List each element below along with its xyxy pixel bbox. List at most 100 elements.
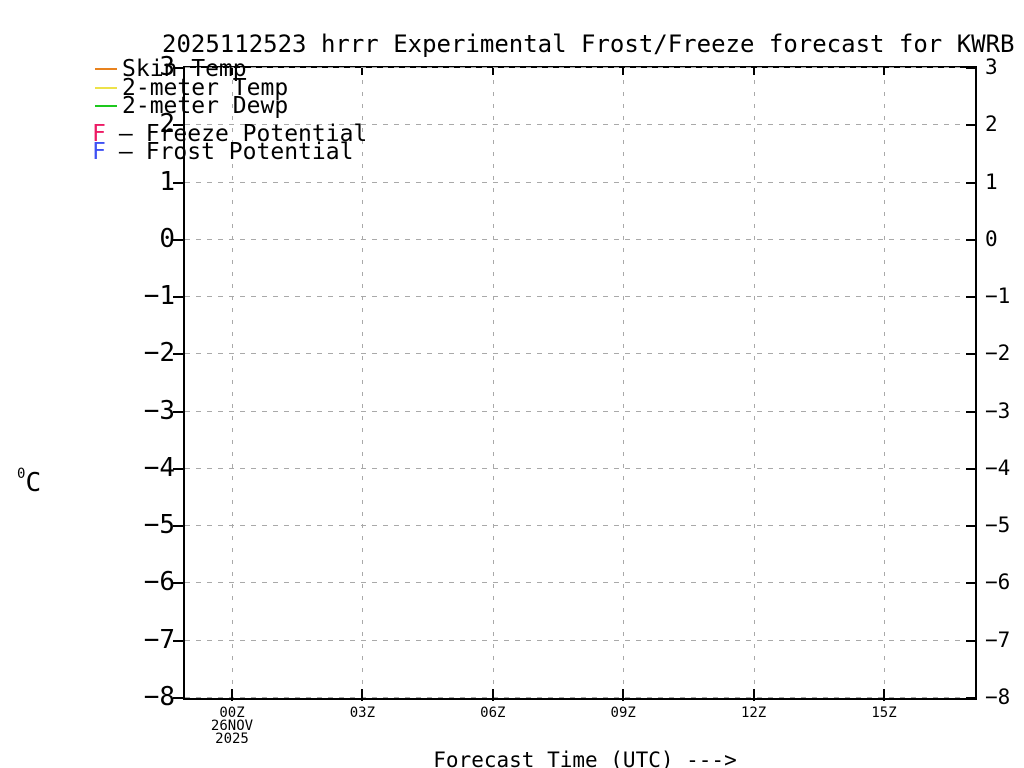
x-tick-top: [883, 68, 885, 75]
y-tick-right: [966, 67, 975, 69]
legend-item-2m-temp: 2-meter Temp: [95, 77, 288, 100]
y-tick-label-left: 3: [159, 52, 175, 82]
x-tick-sublabel: 2025: [215, 731, 249, 747]
y-tick-right: [966, 296, 975, 299]
x-gridline: [623, 68, 625, 698]
legend-separator: —: [118, 121, 133, 147]
plot-area: [173, 66, 977, 701]
x-tick-bottom: [361, 689, 364, 701]
x-tick-top: [491, 68, 494, 75]
y-gridline: [185, 582, 975, 584]
y-tick-label-left: −7: [143, 624, 175, 655]
y-tick-left: [173, 410, 183, 413]
x-tick-top: [361, 68, 364, 75]
y-tick-label-left: −4: [143, 452, 175, 483]
y-tick-left: [173, 238, 183, 241]
legend-item-freeze-potential: F — Freeze Potential: [92, 123, 367, 146]
legend-item-2m-dewp: 2-meter Dewp: [95, 95, 288, 118]
y-gridline: [185, 697, 975, 698]
y-tick-right: [966, 181, 975, 184]
y-tick-label-right: 1: [985, 169, 998, 194]
y-tick-label-left: −5: [143, 510, 175, 541]
y-tick-right: [966, 697, 975, 699]
legend-separator: —: [118, 139, 133, 165]
x-tick-label: 15Z: [871, 705, 897, 721]
y-tick-right: [966, 353, 975, 356]
y-tick-label-right: 0: [985, 226, 998, 251]
y-tick-label-left: −8: [143, 682, 175, 712]
y-tick-left: [173, 296, 183, 299]
legend-item-frost-potential: F — Frost Potential: [92, 141, 353, 164]
y-tick-left: [173, 353, 183, 356]
x-tick-label: 12Z: [740, 705, 767, 721]
x-gridline: [884, 68, 885, 698]
y-tick-right: [966, 525, 975, 528]
y-gridline: [185, 67, 975, 68]
y-tick-left: [173, 697, 183, 699]
legend-label: 2-meter Temp: [122, 75, 289, 101]
x-tick-label: 09Z: [610, 705, 636, 721]
2m-temp-line-swatch: [95, 87, 117, 89]
y-tick-label-left: 0: [159, 223, 175, 254]
y-tick-label-right: −1: [985, 284, 1011, 309]
y-tick-left: [173, 467, 183, 470]
legend-item-skin-temp: Skin Temp: [95, 58, 247, 81]
x-tick-bottom: [622, 689, 625, 701]
degree-sup: 0: [17, 466, 26, 482]
y-gridline: [185, 353, 975, 355]
y-tick-label-right: 3: [985, 55, 998, 79]
y-tick-label-left: −6: [143, 567, 175, 598]
y-tick-left: [173, 67, 183, 69]
y-gridline: [185, 181, 975, 183]
skin-temp-line-swatch: [95, 68, 117, 70]
y-tick-label-right: −7: [985, 627, 1011, 652]
unit-letter: C: [25, 468, 42, 498]
x-gridline: [753, 68, 755, 698]
x-tick-label: 03Z: [349, 705, 376, 721]
y-tick-label-right: −6: [985, 570, 1011, 595]
y-tick-right: [966, 238, 975, 241]
x-tick-top: [622, 68, 625, 75]
frost-potential-symbol: F: [92, 139, 106, 165]
y-tick-label-right: −8: [985, 685, 1011, 709]
y-tick-label-left: 2: [159, 109, 175, 140]
y-tick-label-right: 2: [985, 112, 998, 137]
legend-label: Skin Temp: [122, 56, 247, 82]
x-tick-sublabel: 26NOV: [210, 718, 254, 734]
y-tick-label-right: −5: [985, 513, 1011, 538]
y-tick-right: [966, 124, 975, 127]
legend-label: Freeze Potential: [145, 121, 368, 147]
x-tick-label: 06Z: [480, 705, 506, 721]
x-gridline: [232, 68, 233, 698]
x-tick-bottom: [491, 689, 494, 701]
x-tick-bottom: [231, 689, 233, 701]
x-tick-label: 00Z: [219, 705, 245, 721]
x-axis-caption: Forecast Time (UTC) --->: [433, 748, 737, 768]
y-gridline: [185, 639, 975, 641]
y-gridline: [185, 124, 975, 126]
2m-dewp-line-swatch: [95, 105, 117, 107]
y-tick-right: [966, 639, 975, 642]
y-gridline: [185, 238, 975, 240]
y-gridline: [185, 525, 975, 527]
legend-label: Frost Potential: [145, 139, 354, 165]
y-tick-right: [966, 410, 975, 413]
y-tick-left: [173, 124, 183, 127]
y-tick-left: [173, 525, 183, 528]
x-tick-top: [752, 68, 755, 75]
y-gridline: [185, 410, 975, 412]
y-axis-unit-label: 0C: [17, 467, 41, 498]
y-tick-right: [966, 467, 975, 470]
y-tick-left: [173, 639, 183, 642]
y-tick-left: [173, 181, 183, 184]
y-tick-right: [966, 582, 975, 585]
legend-label: 2-meter Dewp: [122, 93, 289, 119]
freeze-potential-symbol: F: [92, 121, 106, 147]
y-tick-label-left: −2: [143, 338, 175, 369]
y-gridline: [185, 467, 975, 469]
y-gridline: [185, 296, 975, 298]
y-tick-label-right: −2: [985, 341, 1011, 366]
x-tick-bottom: [752, 689, 755, 701]
y-tick-label-right: −3: [985, 398, 1011, 423]
